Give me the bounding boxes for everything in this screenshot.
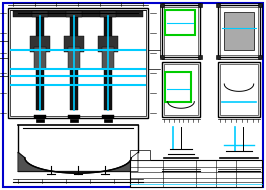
Bar	[162, 62, 200, 117]
Bar	[102, 115, 114, 118]
Bar	[34, 115, 46, 118]
Bar	[224, 12, 254, 50]
Bar	[98, 36, 118, 52]
Bar	[64, 36, 84, 52]
Bar	[164, 64, 198, 115]
Bar	[130, 160, 262, 187]
Bar	[165, 72, 191, 102]
Bar	[70, 16, 78, 110]
Bar	[164, 7, 198, 55]
Bar	[162, 5, 200, 57]
Bar	[32, 11, 48, 17]
Bar	[220, 7, 258, 55]
Bar	[13, 11, 143, 17]
Bar	[8, 8, 148, 118]
Bar	[70, 119, 78, 122]
Bar	[102, 47, 114, 69]
Bar	[30, 36, 50, 52]
Bar	[160, 3, 164, 7]
Bar	[218, 5, 260, 57]
Bar	[66, 11, 82, 17]
Bar	[10, 10, 146, 116]
Bar	[36, 16, 44, 110]
Bar	[104, 119, 112, 122]
Bar	[216, 55, 220, 59]
Bar	[130, 150, 150, 160]
Bar	[216, 3, 220, 7]
Bar	[258, 3, 262, 7]
Polygon shape	[18, 152, 138, 173]
Bar	[104, 16, 112, 110]
Bar	[68, 47, 80, 69]
Bar	[36, 119, 44, 122]
Bar	[198, 55, 202, 59]
Bar	[160, 55, 164, 59]
Bar	[100, 11, 116, 17]
Bar	[68, 115, 80, 118]
Bar	[165, 10, 195, 35]
Bar	[258, 55, 262, 59]
Bar	[220, 64, 258, 115]
Bar	[198, 3, 202, 7]
Bar	[218, 62, 260, 117]
Bar	[34, 47, 46, 69]
